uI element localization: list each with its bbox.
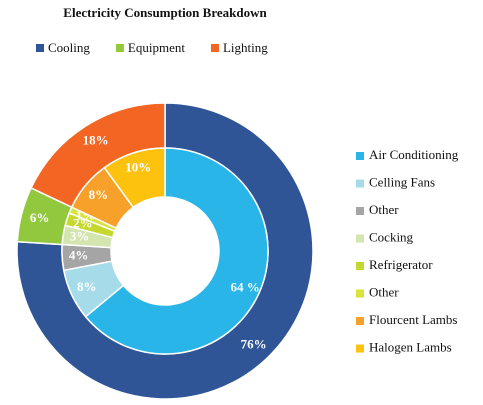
data-label: 76% [241,336,267,351]
data-label: 18% [83,133,109,148]
legend-swatch [356,152,364,160]
legend-swatch [356,289,364,298]
legend-swatch [210,44,219,52]
legend-label: Cocking [369,229,414,244]
legend-label: Flourcent Lambs [369,312,457,327]
legend-label: Cooling [48,40,90,55]
legend-swatch [115,44,124,52]
data-label: 3% [70,228,90,243]
legend-swatch [356,262,364,270]
legend-label: Other [369,202,399,217]
legend-label: Equipment [128,40,185,55]
chart-title: Electricity Consumption Breakdown [63,5,267,20]
legend-label: Refrigerator [369,257,433,272]
legend-swatch [356,234,364,243]
data-label: 10% [125,160,151,175]
legend-swatch [356,207,364,215]
donut-slice [84,147,269,355]
donut-slice [103,147,166,209]
legend-label: Air Conditioning [369,147,459,162]
legend-label: Other [369,284,399,299]
legend-label: Celling Fans [369,174,435,189]
data-label: 4% [69,247,89,262]
legend-swatch [36,44,44,52]
legend-swatch [356,179,364,188]
legend-swatch [356,344,364,353]
data-label: 64 % [230,280,259,295]
legend-swatch [356,317,364,325]
legend-label: Lighting [223,40,268,55]
legend-label: Halogen Lambs [369,339,452,354]
data-label: 6% [30,210,50,225]
data-label: 8% [89,187,109,202]
data-label: 8% [77,279,97,294]
